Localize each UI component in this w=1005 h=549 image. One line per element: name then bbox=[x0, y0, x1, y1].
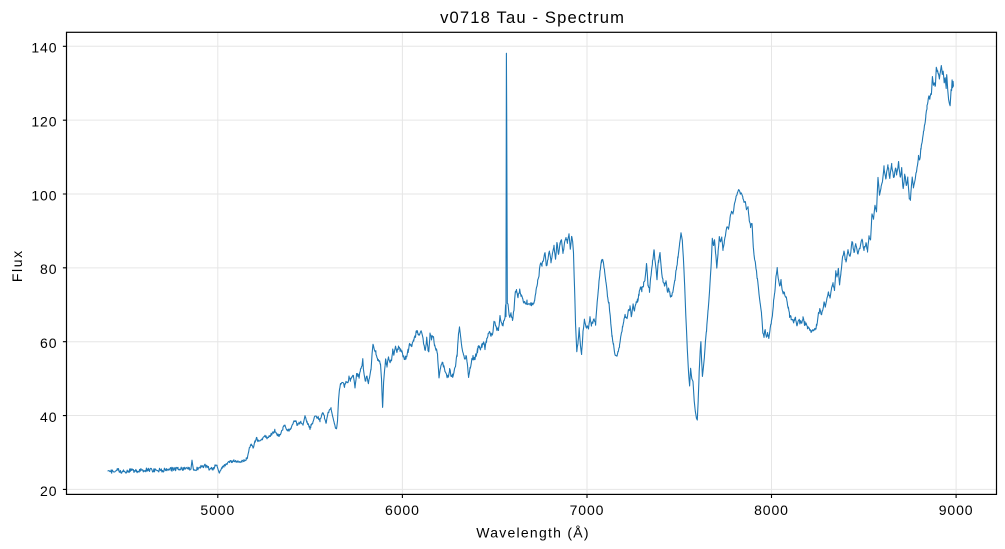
svg-text:5000: 5000 bbox=[200, 502, 235, 518]
svg-text:Wavelength (Å): Wavelength (Å) bbox=[476, 525, 589, 541]
svg-text:80: 80 bbox=[40, 261, 57, 277]
svg-text:v0718 Tau - Spectrum: v0718 Tau - Spectrum bbox=[440, 8, 625, 27]
svg-text:9000: 9000 bbox=[939, 502, 974, 518]
svg-text:100: 100 bbox=[31, 187, 57, 203]
svg-text:6000: 6000 bbox=[385, 502, 420, 518]
svg-text:60: 60 bbox=[40, 335, 57, 351]
svg-text:Flux: Flux bbox=[9, 249, 25, 282]
svg-text:8000: 8000 bbox=[754, 502, 789, 518]
svg-text:7000: 7000 bbox=[570, 502, 605, 518]
svg-text:20: 20 bbox=[40, 483, 57, 499]
svg-text:140: 140 bbox=[31, 40, 57, 56]
svg-text:40: 40 bbox=[40, 409, 57, 425]
svg-text:120: 120 bbox=[31, 114, 57, 130]
